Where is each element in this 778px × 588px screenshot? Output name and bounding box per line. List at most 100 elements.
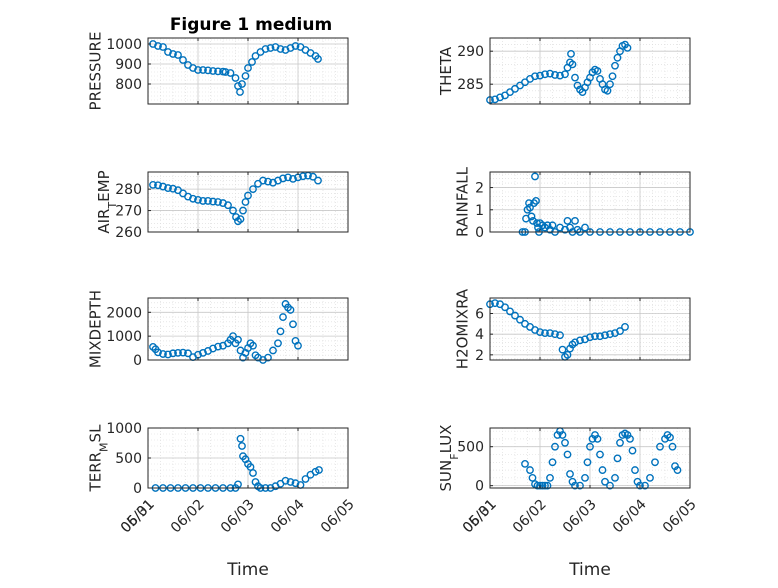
x-axis-label: Time xyxy=(226,560,269,580)
x-tick-label: 06/04 xyxy=(610,496,650,536)
data-point xyxy=(209,197,217,206)
data-point xyxy=(276,327,285,336)
data-point xyxy=(531,172,539,181)
data-point xyxy=(586,442,594,451)
data-point xyxy=(199,197,207,205)
data-point xyxy=(236,434,245,443)
data-point xyxy=(238,80,246,88)
y-tick-label: 270 xyxy=(115,204,142,220)
data-point xyxy=(159,182,167,191)
data-point xyxy=(626,435,634,443)
y-tick-label: 285 xyxy=(457,77,484,93)
data-point xyxy=(611,61,619,70)
data-point xyxy=(567,49,575,58)
data-point xyxy=(234,335,242,344)
data-point xyxy=(194,66,202,74)
data-point xyxy=(491,299,499,308)
y-tick-label: 1000 xyxy=(106,329,142,345)
data-point xyxy=(291,42,300,50)
x-tick-label: 06/05 xyxy=(660,496,700,536)
data-point xyxy=(314,176,322,185)
data-point xyxy=(576,481,584,490)
data-point xyxy=(521,459,529,468)
data-point xyxy=(563,450,572,459)
data-point xyxy=(631,466,639,474)
x-tick-label: 06/04 xyxy=(268,496,308,536)
data-point xyxy=(274,339,282,348)
data-point xyxy=(601,477,609,486)
data-point xyxy=(526,203,534,212)
data-point xyxy=(558,431,567,439)
x-tick-label: 06/02 xyxy=(168,496,208,536)
data-point xyxy=(536,328,544,336)
data-point xyxy=(571,216,579,225)
data-point xyxy=(204,66,212,75)
data-point xyxy=(236,215,245,224)
data-point xyxy=(571,481,579,490)
x-tick-label: 06/01 xyxy=(460,496,500,536)
y-tick-label: 0 xyxy=(133,481,142,497)
data-point xyxy=(581,223,589,232)
data-point xyxy=(199,66,207,74)
data-point xyxy=(179,56,187,64)
data-point xyxy=(561,70,569,79)
data-point xyxy=(556,331,564,340)
data-point xyxy=(248,58,256,66)
y-tick-label: 290 xyxy=(457,44,484,60)
data-point xyxy=(169,349,177,358)
data-point xyxy=(593,67,602,75)
data-point xyxy=(249,341,257,350)
data-point xyxy=(281,476,290,485)
data-point xyxy=(264,353,272,362)
y-tick-label: 2 xyxy=(475,181,484,197)
y-tick-label: 0 xyxy=(475,225,484,241)
y-tick-label: 500 xyxy=(457,440,484,456)
y-tick-label: 0 xyxy=(133,353,142,369)
data-point xyxy=(586,333,594,342)
data-point xyxy=(184,349,192,358)
y-tick-label: 260 xyxy=(115,225,142,241)
data-point xyxy=(651,458,659,467)
data-point xyxy=(189,194,197,203)
data-point xyxy=(548,221,557,230)
data-point xyxy=(204,197,212,205)
data-point xyxy=(209,67,217,75)
data-point xyxy=(548,458,557,467)
y-tick-label: 800 xyxy=(115,77,142,93)
data-point xyxy=(291,479,300,488)
data-point xyxy=(546,69,554,78)
data-point xyxy=(266,44,275,52)
data-point xyxy=(236,88,244,96)
data-point xyxy=(596,450,604,459)
data-point xyxy=(613,53,622,62)
data-point xyxy=(501,303,509,312)
y-tick-label: 2000 xyxy=(106,305,142,321)
y-tick-label: 280 xyxy=(115,182,142,198)
data-point xyxy=(533,481,542,490)
data-point xyxy=(289,320,297,329)
data-point xyxy=(179,348,187,357)
x-tick-label: 06/01 xyxy=(118,496,158,536)
data-point xyxy=(244,191,252,200)
data-point xyxy=(264,177,272,186)
data-point xyxy=(154,348,162,357)
data-point xyxy=(541,481,549,490)
data-point xyxy=(538,481,547,490)
data-point xyxy=(154,181,162,190)
y-tick-label: 1 xyxy=(475,203,484,219)
data-point xyxy=(543,481,552,490)
data-point xyxy=(536,481,544,490)
data-point xyxy=(149,180,157,189)
y-tick-label: 4 xyxy=(475,327,484,343)
data-point xyxy=(154,42,162,50)
data-point xyxy=(279,174,287,183)
data-point xyxy=(231,74,240,82)
data-point xyxy=(238,442,246,450)
data-point xyxy=(623,44,632,52)
data-point xyxy=(241,72,250,80)
data-point xyxy=(616,327,624,335)
y-tick-label: 500 xyxy=(115,451,142,467)
